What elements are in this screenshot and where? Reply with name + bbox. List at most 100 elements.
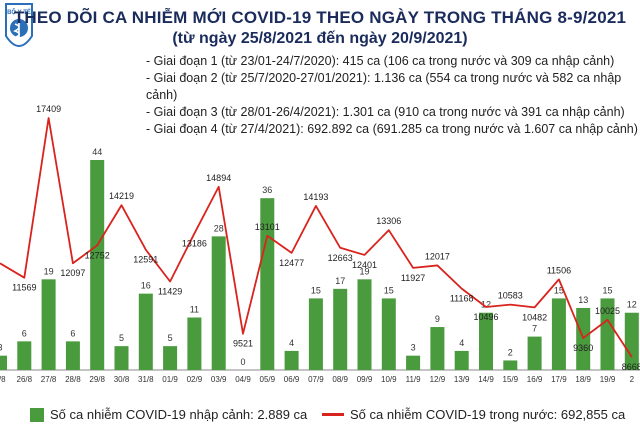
imported-bar <box>284 350 299 370</box>
svg-text:BỘ Y TẾ: BỘ Y TẾ <box>7 8 31 16</box>
domestic-value-label: 14193 <box>303 192 328 202</box>
imported-bar <box>333 288 348 370</box>
domestic-value-label: 8668 <box>622 362 640 372</box>
date-tick-label: 04/9 <box>235 375 251 384</box>
domestic-value-label: 12663 <box>328 253 353 263</box>
date-tick-label: 06/9 <box>284 375 300 384</box>
imported-bar-label: 16 <box>141 281 151 291</box>
chart-subtitle: (từ ngày 25/8/2021 đến ngày 20/9/2021) <box>172 30 468 47</box>
imported-bar <box>479 312 493 370</box>
legend-imported: Số ca nhiễm COVID-19 nhập cảnh: 2.889 ca <box>30 407 307 422</box>
domestic-value-label: 11168 <box>450 294 474 304</box>
imported-bar-label: 19 <box>44 266 54 276</box>
imported-bar-label: 13 <box>578 295 588 305</box>
phase-2-note: - Giai đoạn 2 (từ 25/7/2020-27/01/2021):… <box>146 71 622 102</box>
imported-bar <box>65 341 80 370</box>
phase-1-note: - Giai đoạn 1 (từ 23/01-24/7/2020): 415 … <box>146 54 615 68</box>
imported-bar-label: 4 <box>289 338 294 348</box>
imported-bar-label: 15 <box>554 285 564 295</box>
phase-4-note: - Giai đoạn 4 (từ 27/4/2021): 692.892 ca… <box>146 122 638 136</box>
domestic-value-label: 12752 <box>85 250 110 260</box>
imported-bar-label: 3 <box>411 343 416 353</box>
domestic-value-label: 17409 <box>36 104 61 114</box>
imported-bar-label: 5 <box>119 333 124 343</box>
legend-imported-label: Số ca nhiễm COVID-19 nhập cảnh: 2.889 ca <box>50 407 308 422</box>
date-tick-label: 02/9 <box>187 375 203 384</box>
domestic-value-label: 14219 <box>109 191 134 201</box>
imported-bar-label: 0 <box>240 357 245 367</box>
imported-bar-label: 15 <box>602 285 612 295</box>
imported-bar <box>0 355 7 370</box>
imported-bar <box>624 312 639 370</box>
date-tick-label: 28/8 <box>65 375 81 384</box>
date-tick-label: 07/9 <box>308 375 324 384</box>
imported-bar-label: 19 <box>359 266 369 276</box>
imported-bar <box>308 298 323 370</box>
domestic-value-label: 13186 <box>182 238 207 248</box>
imported-bar-label: 36 <box>262 185 272 195</box>
domestic-line <box>0 117 633 358</box>
imported-bar-label: 6 <box>22 328 27 338</box>
phase-3-note: - Giai đoạn 3 (từ 28/01-26/4/2021): 1.30… <box>146 105 625 119</box>
date-tick-label: 17/9 <box>551 375 567 384</box>
domestic-value-label: 12097 <box>60 268 85 278</box>
imported-bar <box>527 336 542 370</box>
date-tick-label: 10/9 <box>381 375 397 384</box>
imported-bar-label: 2 <box>508 347 513 357</box>
date-tick-label: 14/9 <box>478 375 494 384</box>
imported-bar-label: 28 <box>214 223 224 233</box>
date-tick-label: 08/9 <box>332 375 348 384</box>
date-tick-label: 27/8 <box>41 375 57 384</box>
imported-bar-label: 5 <box>168 333 173 343</box>
imported-bar-label: 44 <box>92 147 102 157</box>
imported-bar <box>211 236 226 370</box>
imported-bar <box>90 160 105 370</box>
domestic-value-label: 10583 <box>498 291 523 301</box>
domestic-value-label: 12477 <box>279 258 304 268</box>
date-tick-label: 19/9 <box>600 375 616 384</box>
domestic-value-label: 12401 <box>352 260 377 270</box>
imported-bar-label: 6 <box>70 328 75 338</box>
domestic-value-label: 11429 <box>158 287 182 297</box>
domestic-value-label: 10482 <box>522 312 547 322</box>
imported-bar <box>17 341 32 370</box>
imported-bar <box>454 350 469 370</box>
legend-domestic-label: Số ca nhiễm COVID-19 trong nước: 692,855… <box>350 407 626 422</box>
imported-bar <box>503 360 518 370</box>
date-tick-label: 03/9 <box>211 375 227 384</box>
domestic-value-label: 10496 <box>473 312 498 322</box>
imported-bar-label: 4 <box>459 338 464 348</box>
date-tick-label: 31/8 <box>138 375 154 384</box>
date-tick-label: 29/8 <box>89 375 105 384</box>
imported-bar <box>430 327 445 370</box>
imported-bar <box>41 279 56 370</box>
domestic-value-label: 9360 <box>573 343 593 353</box>
date-tick-label: 11/9 <box>406 375 422 384</box>
imported-bar <box>551 298 566 370</box>
domestic-value-label: 10025 <box>595 306 620 316</box>
date-tick-label: 01/9 <box>162 375 178 384</box>
imported-bar-label: 3 <box>0 343 3 353</box>
date-tick-label: 30/8 <box>114 375 130 384</box>
imported-bar <box>260 198 275 370</box>
imported-bar <box>114 346 129 370</box>
imported-bar <box>357 279 372 370</box>
date-tick-label: 26/8 <box>17 375 33 384</box>
imported-bar-label: 7 <box>532 324 537 334</box>
date-tick-label: 05/9 <box>260 375 276 384</box>
date-tick-label: 5/8 <box>0 375 6 384</box>
domestic-value-label: 12591 <box>133 255 158 265</box>
date-tick-label: 09/9 <box>357 375 373 384</box>
imported-bar-label: 9 <box>435 314 440 324</box>
imported-bar <box>163 346 178 370</box>
domestic-value-label: 13101 <box>255 222 280 232</box>
imported-bar <box>600 298 615 370</box>
domestic-value-label: 12017 <box>425 251 450 261</box>
domestic-value-label: 11927 <box>401 273 425 283</box>
date-tick-label: 16/9 <box>527 375 543 384</box>
imported-bar <box>138 293 153 370</box>
ministry-of-health-logo: BỘ Y TẾ <box>5 3 33 47</box>
legend-line-swatch <box>322 413 344 416</box>
domestic-value-label: 9521 <box>233 339 253 349</box>
